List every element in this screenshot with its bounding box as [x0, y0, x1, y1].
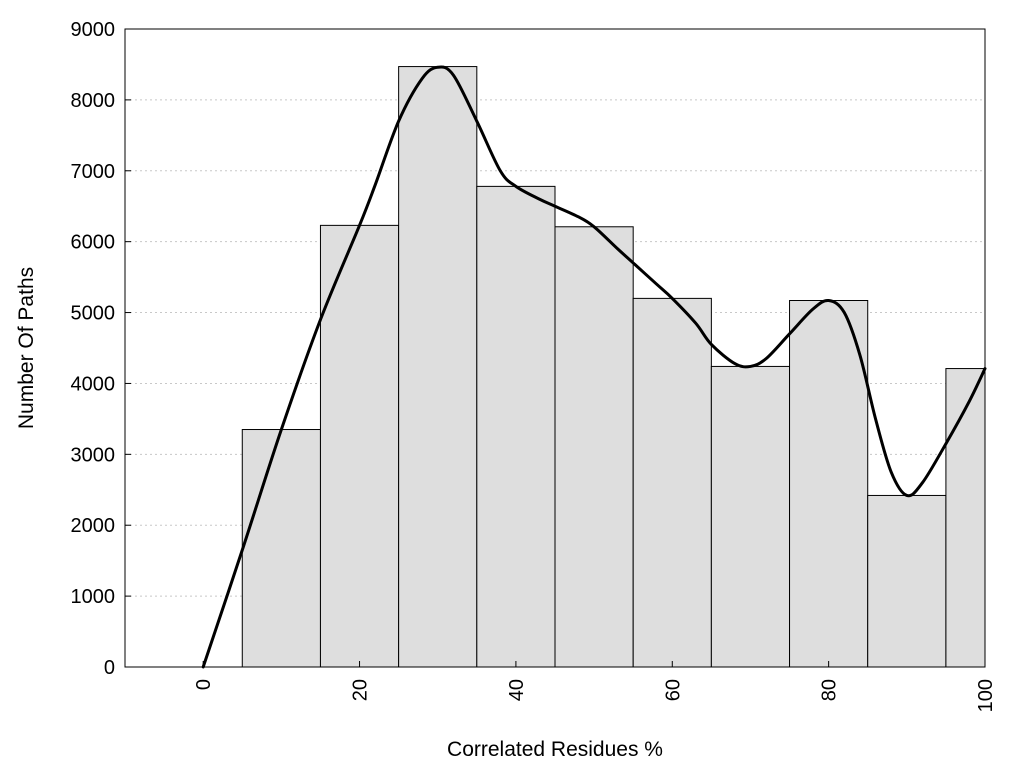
x-tick-label: 60: [662, 679, 684, 701]
y-tick-label: 5000: [71, 303, 116, 325]
x-tick-label: 0: [193, 679, 215, 690]
x-tick-label: 100: [975, 679, 997, 712]
x-tick-label: 40: [506, 679, 528, 701]
plot-frame: [124, 28, 986, 668]
y-tick-label: 2000: [71, 515, 116, 537]
x-axis-ticks: 0 20 40 60 80 100: [193, 661, 997, 712]
histogram-bar: [554, 226, 634, 668]
smooth-curve: [201, 65, 987, 669]
y-tick-label: 7000: [71, 161, 116, 183]
y-tick-label: 3000: [71, 444, 116, 466]
density-curve: [201, 65, 987, 669]
histogram-bar: [867, 494, 947, 668]
y-axis-ticks: 0 1000 2000 3000 4000 5000 6000 7000 8000 9000: [71, 19, 131, 679]
histogram-bars: [241, 66, 986, 668]
histogram-bar: [789, 300, 869, 668]
y-tick-label: 9000: [71, 19, 116, 41]
histogram-bar: [241, 429, 321, 668]
histogram-bar: [710, 365, 791, 668]
y-tick-label: 1000: [71, 586, 116, 608]
y-tick-label: 6000: [71, 232, 116, 254]
histogram-bar: [476, 185, 556, 668]
y-tick-label: 0: [104, 657, 115, 679]
y-tick-label: 8000: [71, 90, 116, 112]
x-tick-label: 20: [350, 679, 372, 701]
histogram-bar: [632, 297, 712, 668]
histogram-bar: [945, 368, 986, 668]
histogram-bar: [319, 224, 400, 668]
x-axis-label: Correlated Residues %: [447, 738, 663, 761]
y-axis-label: Number Of Paths: [15, 267, 38, 429]
histogram-bar: [398, 66, 478, 668]
x-tick-label: 80: [819, 679, 841, 701]
y-tick-label: 4000: [71, 373, 116, 395]
